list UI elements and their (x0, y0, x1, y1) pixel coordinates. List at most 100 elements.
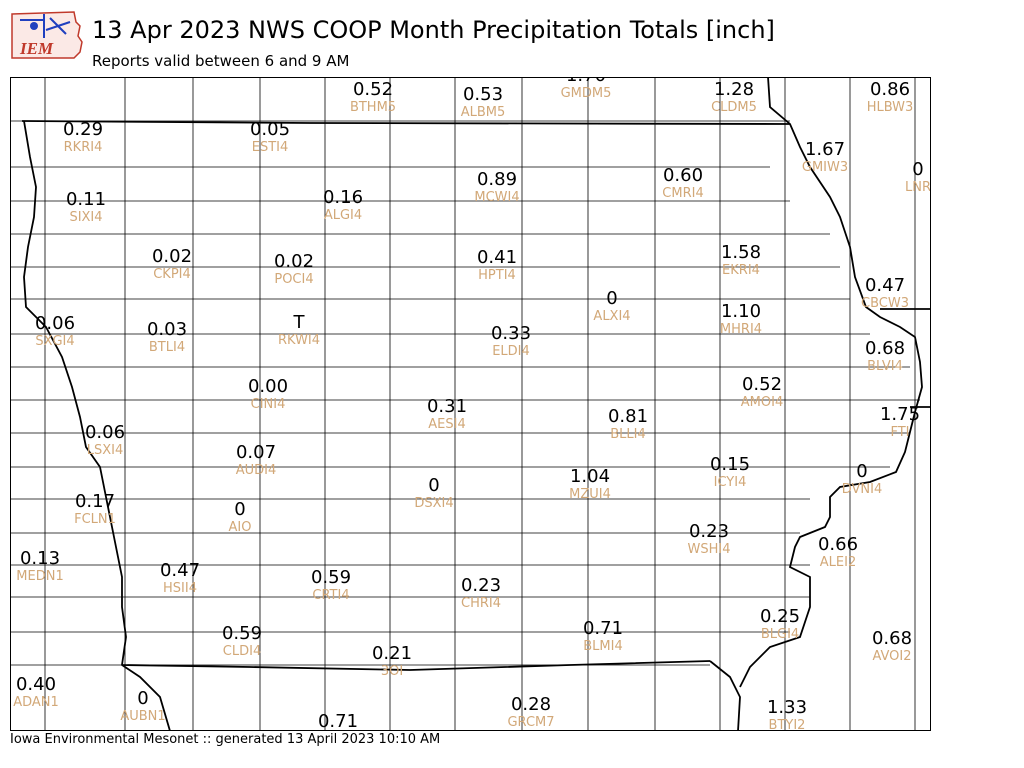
station-id: SXGI4 (35, 334, 74, 349)
station-id: POCI4 (274, 272, 313, 287)
precip-value: 0.60 (663, 165, 703, 186)
station-id: GMIW3 (802, 160, 848, 175)
precip-value: 0.21 (372, 643, 412, 664)
station-id: CBCW3 (861, 296, 909, 311)
station-id: BTYI2 (769, 718, 806, 731)
station-unlabeled: 0.71 (318, 711, 358, 731)
precip-value: 0.31 (427, 396, 467, 417)
precip-value: 0 (234, 499, 245, 520)
station-id: GRCM7 (507, 715, 554, 730)
station-id: RKWI4 (278, 333, 320, 348)
precipitation-map: 0.52BTHM50.53ALBM51.70GMDM51.28CLDM50.86… (10, 77, 931, 731)
precip-value: 0.68 (872, 628, 912, 649)
station-id: AUDI4 (236, 463, 277, 478)
station-id: LNR (905, 180, 931, 195)
station-id: BTLI4 (149, 340, 185, 355)
station-id: ALGI4 (324, 208, 362, 223)
station-id: EKRI4 (722, 263, 760, 278)
precip-value: 0.16 (323, 187, 363, 208)
precip-value: 0.52 (742, 374, 782, 395)
station-id: CLDM5 (711, 100, 757, 115)
precip-value: 0.71 (583, 618, 623, 639)
station-id: HLBW3 (867, 100, 914, 115)
station-id: CKPI4 (153, 267, 191, 282)
station-id: BTHM5 (350, 100, 396, 115)
precip-value: 0.25 (760, 606, 800, 627)
precip-value: 0.15 (710, 454, 750, 475)
precip-value: 0.66 (818, 534, 858, 555)
station-id: MZUI4 (569, 487, 611, 502)
station-id: GMDM5 (561, 86, 612, 101)
station-id: RKRI4 (64, 140, 103, 155)
station-id: MCWI4 (474, 190, 519, 205)
station-id: SIXI4 (69, 210, 102, 225)
map-title: 13 Apr 2023 NWS COOP Month Precipitation… (92, 16, 775, 44)
precip-value: 0 (428, 475, 439, 496)
precip-value: 0.00 (248, 376, 288, 397)
precip-value: 1.04 (570, 466, 610, 487)
precip-value: 0.02 (152, 246, 192, 267)
station-id: HSII4 (163, 581, 197, 596)
precip-value: 1.67 (805, 139, 845, 160)
station-id: MEDN1 (16, 569, 63, 584)
precip-value: 0 (137, 688, 148, 709)
state-boundaries (21, 77, 930, 731)
precip-value: 0.23 (461, 575, 501, 596)
station-id: ALBM5 (461, 105, 506, 120)
station-id: ESTI4 (252, 140, 289, 155)
station-gmdm5: 1.70GMDM5 (561, 77, 612, 101)
precip-value: 0.07 (236, 442, 276, 463)
station-id: AESI4 (428, 417, 465, 432)
station-id: CRTI4 (312, 588, 349, 603)
station-id: BLVI4 (867, 359, 903, 374)
station-id: CMRI4 (662, 186, 703, 201)
precip-value: 0.59 (311, 567, 351, 588)
precip-value: 1.75 (880, 404, 920, 425)
station-id: ADAN1 (13, 695, 59, 710)
precip-value: 0.05 (250, 119, 290, 140)
county-boundaries (10, 77, 920, 731)
precip-value: 0.68 (865, 338, 905, 359)
precip-value: 0.13 (20, 548, 60, 569)
precip-value: 0.59 (222, 623, 262, 644)
station-id: 3OI (381, 664, 403, 679)
precip-value: 1.58 (721, 242, 761, 263)
precip-value: 0.89 (477, 169, 517, 190)
precip-value: 1.33 (767, 697, 807, 718)
precip-value: 0.06 (35, 313, 75, 334)
precip-value: 1.70 (566, 77, 606, 86)
